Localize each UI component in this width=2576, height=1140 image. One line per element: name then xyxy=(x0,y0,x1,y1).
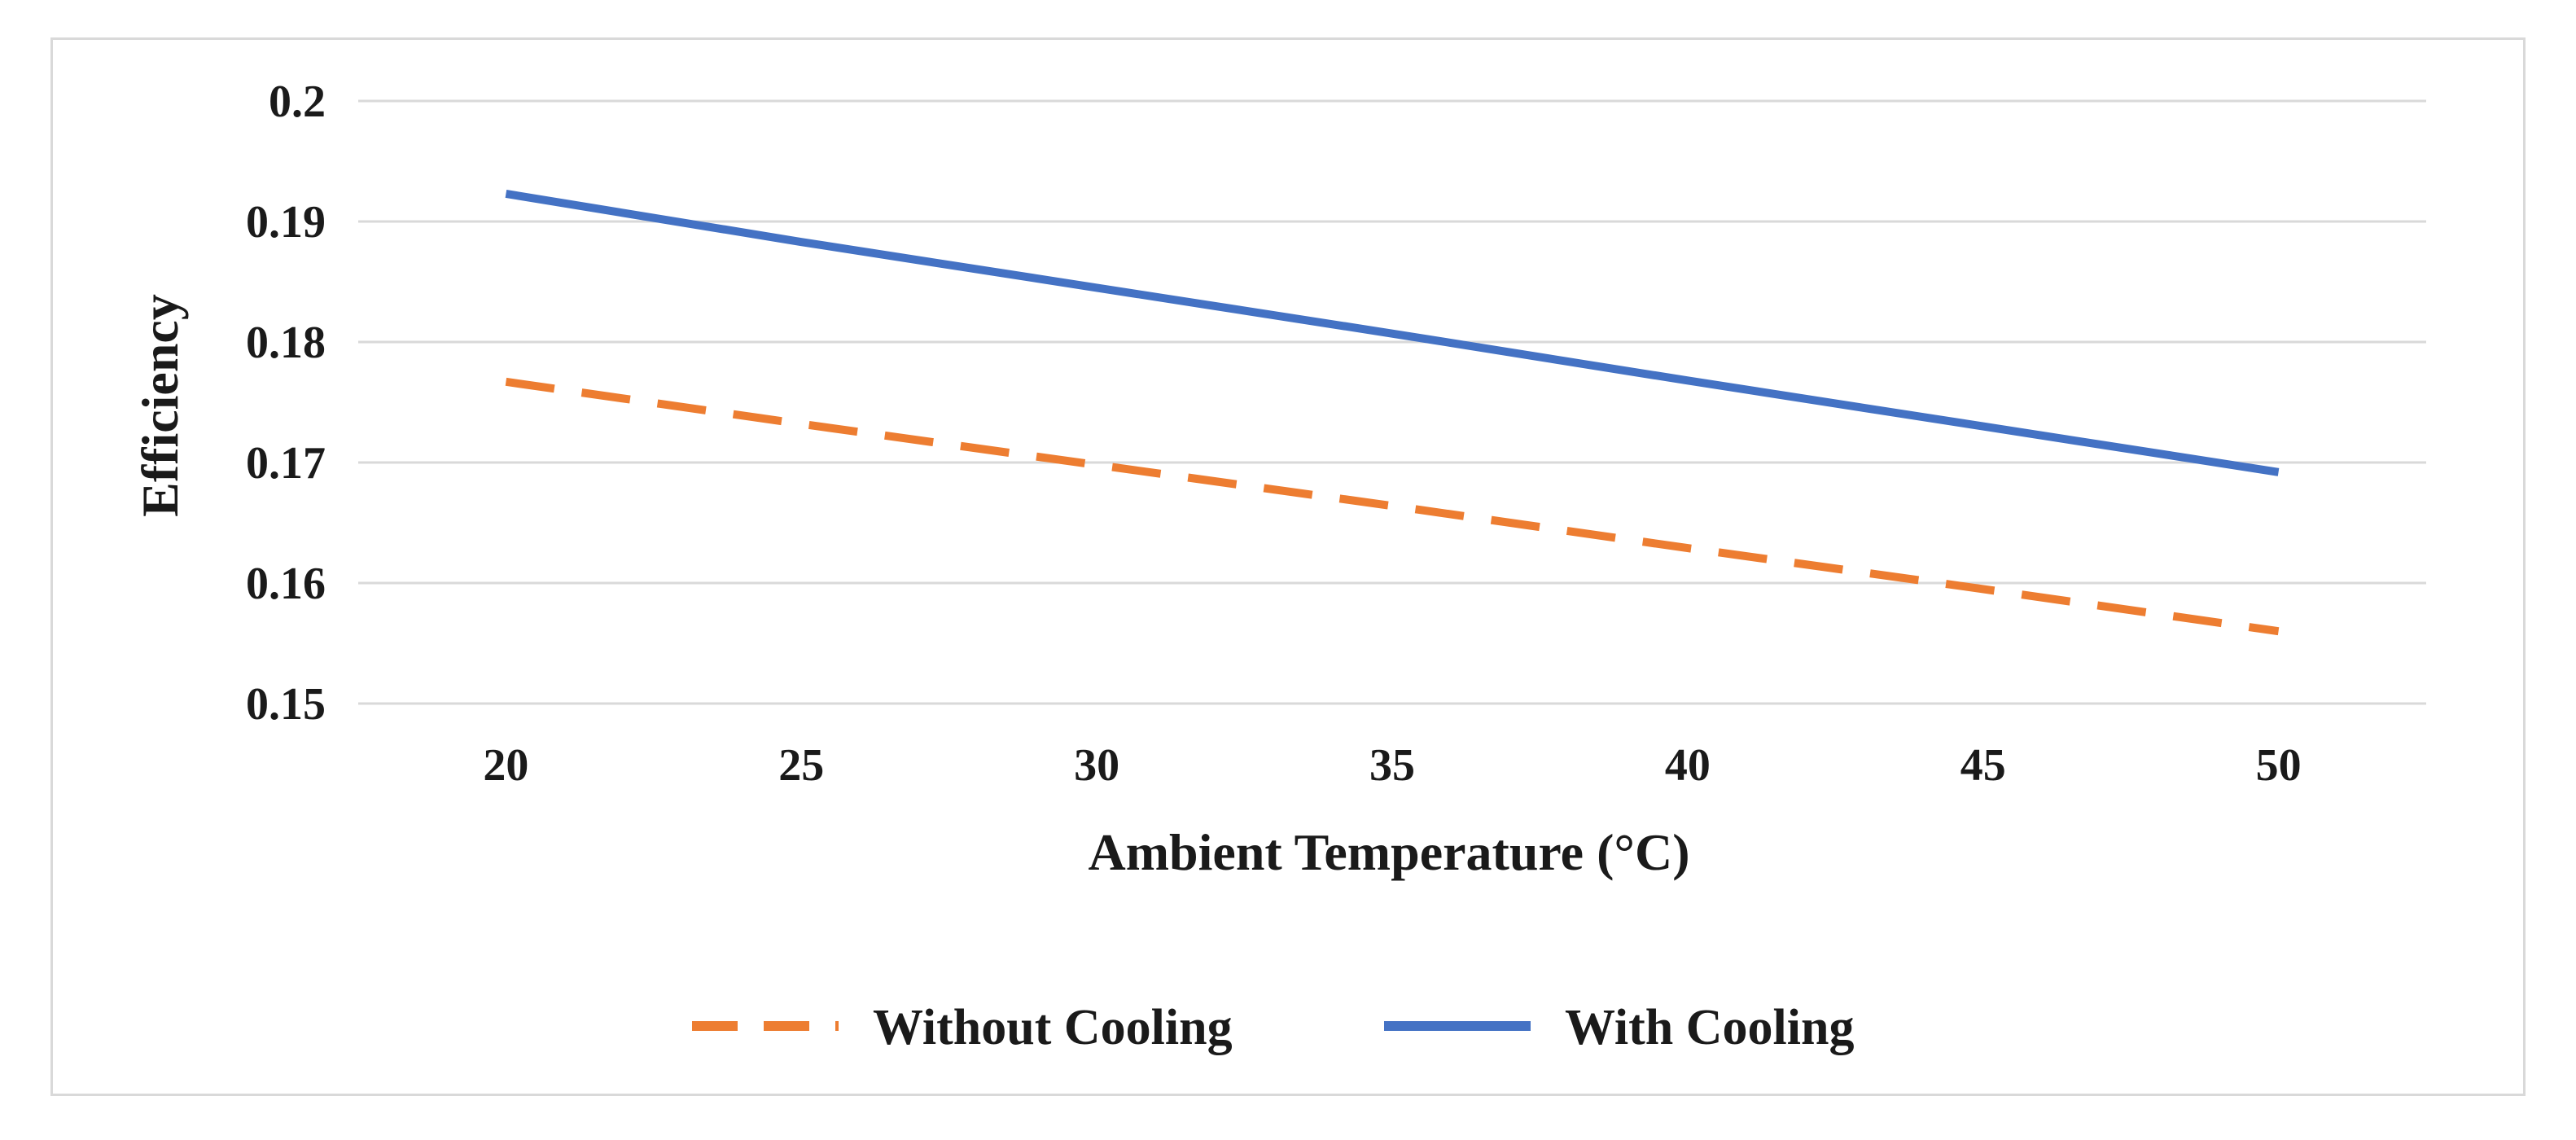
x-tick-label: 45 xyxy=(1960,740,2006,791)
y-tick-label: 0.19 xyxy=(246,197,326,248)
gridlines xyxy=(358,99,2426,705)
x-tick-label: 30 xyxy=(1074,740,1119,791)
x-axis-title: Ambient Temperature (°C) xyxy=(1089,823,1690,881)
x-tick-label: 50 xyxy=(2256,740,2302,791)
y-tick-label: 0.2 xyxy=(269,77,326,127)
series-line-with-cooling xyxy=(505,190,2280,476)
series-lines xyxy=(505,190,2280,636)
x-tick-labels: 20 25 30 35 40 45 50 xyxy=(483,740,2301,791)
legend-label: With Cooling xyxy=(1565,1000,1854,1055)
x-tick-label: 20 xyxy=(483,740,528,791)
y-tick-label: 0.17 xyxy=(246,438,326,489)
x-tick-label: 40 xyxy=(1665,740,1711,791)
x-tick-label: 35 xyxy=(1369,740,1415,791)
y-tick-label: 0.15 xyxy=(246,679,326,730)
y-tick-label: 0.16 xyxy=(246,559,326,609)
legend: Without Cooling With Cooling xyxy=(692,1000,1854,1055)
legend-label: Without Cooling xyxy=(873,1000,1233,1055)
y-axis-title: Efficiency xyxy=(131,294,189,517)
x-tick-label: 25 xyxy=(778,740,824,791)
chart-frame xyxy=(50,37,2526,1096)
y-tick-label: 0.18 xyxy=(246,318,326,368)
series-line-without-cooling xyxy=(505,377,2280,636)
y-tick-labels: 0.2 0.19 0.18 0.17 0.16 0.15 xyxy=(246,77,326,730)
